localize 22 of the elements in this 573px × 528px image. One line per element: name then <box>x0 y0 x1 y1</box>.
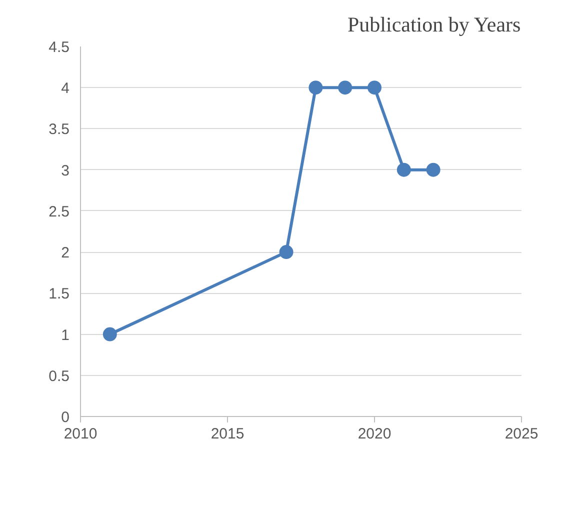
y-tick-label: 3.5 <box>48 121 70 138</box>
point <box>426 162 440 177</box>
point <box>396 162 411 177</box>
point <box>368 80 382 95</box>
y-tick-label: 1 <box>61 326 70 344</box>
y-tick-label: 3 <box>61 162 70 180</box>
point <box>308 80 323 95</box>
x-tick-label: 2025 <box>504 426 538 442</box>
y-tick-label: 2.5 <box>48 203 70 220</box>
y-tick-label: 1.5 <box>48 286 70 303</box>
point <box>279 245 294 260</box>
x-tick-label: 2010 <box>64 426 98 442</box>
x-tick-label: 2015 <box>210 426 244 442</box>
y-tick-label: 0.5 <box>48 368 70 385</box>
y-tick-label: 4 <box>61 80 70 98</box>
y-tick-label: 2 <box>61 244 70 262</box>
y-tick-label: 4.5 <box>48 39 70 56</box>
point <box>102 327 117 342</box>
y-tick-label: 0 <box>61 409 70 426</box>
chart-title: Publication by Years <box>347 12 521 36</box>
x-tick-label: 2020 <box>358 426 392 442</box>
point <box>338 80 352 95</box>
